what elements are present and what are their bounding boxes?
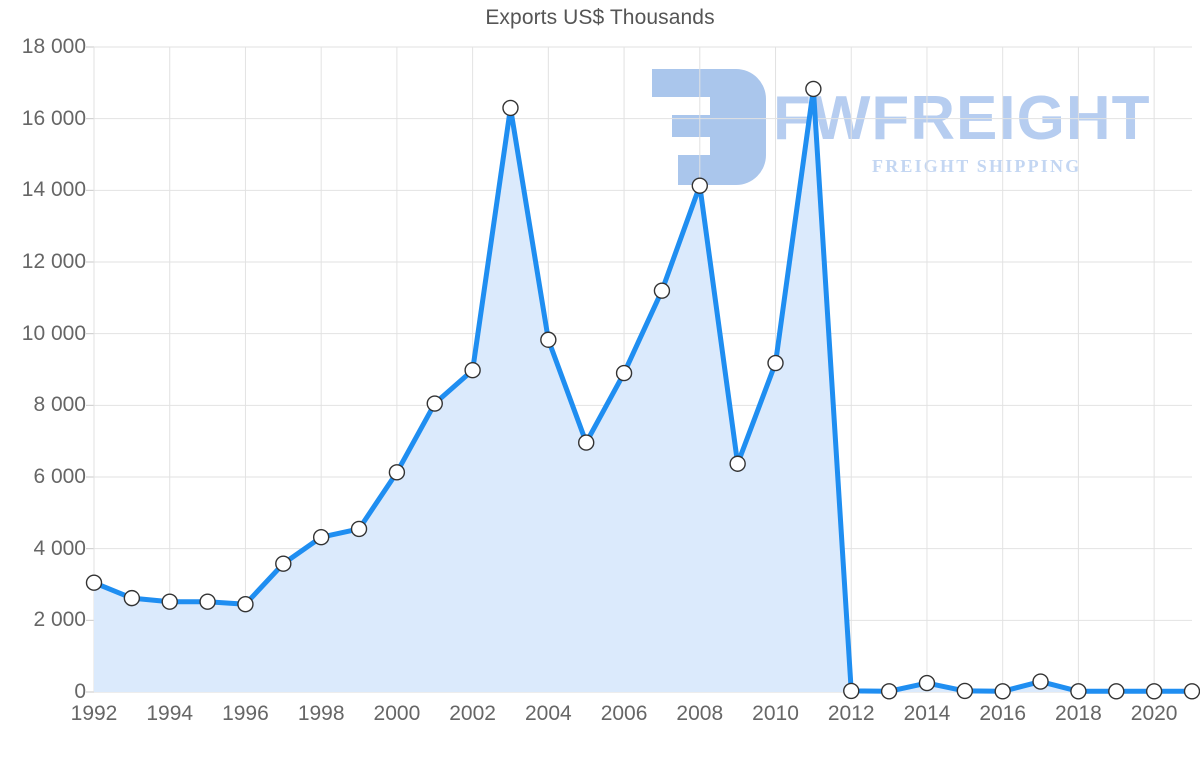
data-point-marker [388, 464, 406, 481]
data-point-marker [123, 589, 141, 607]
y-axis-tick-label: 14 000 [21, 178, 86, 202]
x-axis-tick-label: 2014 [903, 702, 951, 725]
area-fill [94, 88, 1192, 693]
data-point-marker [502, 99, 519, 117]
data-point-marker [729, 455, 746, 472]
data-point-marker [312, 529, 330, 546]
data-point-marker [1108, 683, 1125, 700]
data-point-marker [578, 434, 595, 451]
data-point-marker [994, 683, 1011, 700]
y-axis-tick-label: 18 000 [21, 35, 86, 58]
data-point-marker [1032, 673, 1049, 690]
x-axis-tick-label: 1994 [146, 702, 194, 725]
x-axis-tick-label: 2016 [979, 702, 1027, 725]
x-axis-tick-label: 2000 [373, 702, 421, 725]
data-point-marker [540, 331, 557, 348]
y-axis-tick-label: 0 [74, 680, 86, 703]
x-axis-tick-label: 2002 [449, 702, 496, 725]
x-axis-tick-label: 2020 [1130, 702, 1178, 725]
x-axis-tick-label: 2008 [676, 702, 724, 725]
data-point-marker [1145, 683, 1163, 700]
x-axis-tick-label: 2012 [827, 702, 875, 725]
data-point-marker [1070, 683, 1087, 700]
data-point-marker [653, 282, 671, 299]
data-point-marker [464, 362, 481, 379]
data-point-marker [767, 354, 784, 372]
data-point-marker [956, 682, 974, 700]
y-axis-tick-label: 16 000 [21, 106, 86, 130]
data-point-marker [1183, 683, 1200, 700]
data-point-marker [880, 683, 898, 700]
data-point-marker [275, 555, 292, 572]
data-point-marker [918, 674, 936, 692]
x-axis-tick-label: 1992 [70, 702, 118, 725]
x-axis-tick-label: 2010 [752, 702, 799, 725]
x-axis-tick-label: 1996 [222, 702, 269, 725]
chart-title: Exports US$ Thousands [485, 6, 715, 29]
data-point-marker [350, 520, 368, 538]
data-point-marker [805, 80, 822, 98]
data-point-marker [615, 364, 633, 382]
data-point-marker [161, 593, 178, 610]
data-point-marker [426, 395, 443, 412]
data-point-marker [691, 177, 708, 194]
y-axis-tick-label: 4 000 [33, 536, 86, 560]
data-point-marker [199, 593, 216, 610]
x-axis-tick-label: 2018 [1055, 702, 1102, 725]
x-axis-tick-label: 2004 [524, 702, 572, 725]
y-axis-tick-label: 12 000 [21, 250, 86, 273]
y-axis-tick-label: 10 000 [21, 321, 86, 345]
y-axis-tick-label: 8 000 [33, 393, 86, 417]
x-axis-tick-label: 2006 [600, 702, 648, 725]
y-axis-tick-label: 6 000 [33, 465, 86, 488]
data-point-marker [237, 596, 254, 613]
data-point-marker [85, 574, 103, 591]
y-axis-tick-label: 2 000 [33, 608, 86, 632]
data-point-marker [843, 682, 860, 700]
x-axis-tick-label: 1998 [297, 702, 345, 725]
